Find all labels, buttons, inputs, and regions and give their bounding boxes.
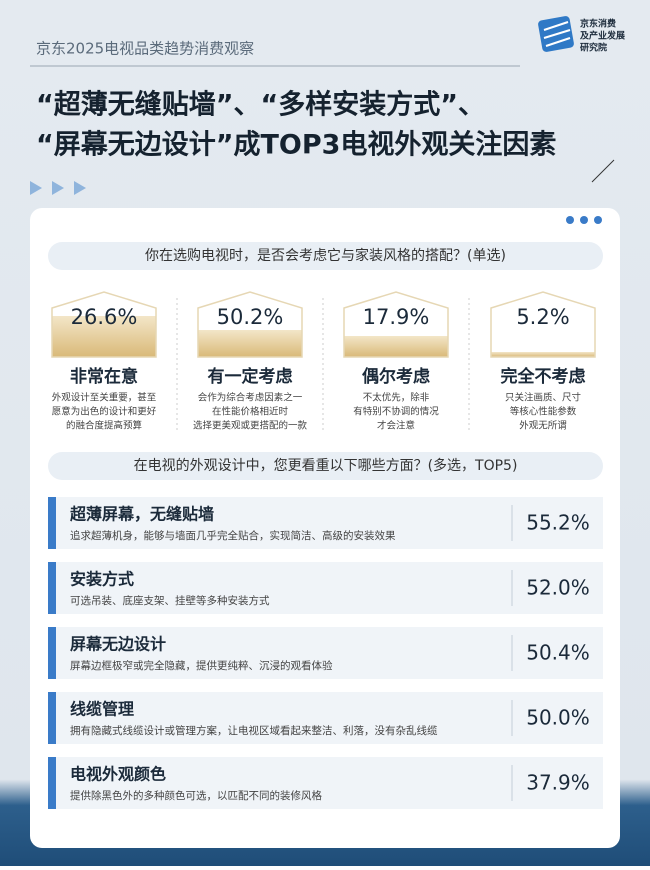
- item-box: [48, 692, 603, 744]
- item-value: 55.2%: [526, 511, 590, 535]
- item-desc: 提供除黑色外的多种颜色可选，以匹配不同的装修风格: [70, 789, 322, 802]
- option-label: 完全不考虑: [501, 366, 586, 387]
- logo-text: 研究院: [580, 42, 607, 54]
- item-value: 50.4%: [526, 641, 590, 665]
- item-title: 电视外观颜色: [70, 765, 166, 784]
- dots-deco: [566, 216, 602, 224]
- option-desc: 有特别不协调的情况: [353, 406, 439, 418]
- logo-text: 及产业发展: [580, 30, 625, 42]
- question: 你在选购电视时，是否会考虑它与家装风格的搭配？(单选): [145, 247, 506, 264]
- option-desc: 在性能价格相近时: [212, 406, 289, 418]
- item-accent: [48, 627, 56, 679]
- option-desc: 不太优先，除非: [363, 392, 430, 404]
- item-accent: [48, 497, 56, 549]
- option-desc: 会作为综合考虑因素之一: [198, 392, 303, 404]
- option-desc: 的融合度提高预算: [66, 420, 142, 432]
- item-title: 屏幕无边设计: [70, 635, 166, 654]
- item-accent: [48, 562, 56, 614]
- option-desc: 外观无所谓: [519, 420, 567, 432]
- house-fill: [52, 316, 156, 357]
- item-box: [48, 497, 603, 549]
- option-label: 偶尔考虑: [362, 366, 430, 387]
- item-value: 50.0%: [526, 706, 590, 730]
- house-outline: [490, 291, 596, 358]
- option-desc: 选择更美观或更搭配的一款: [193, 420, 308, 432]
- house-fill: [198, 330, 302, 357]
- house-fill: [491, 352, 595, 357]
- item-desc: 屏幕边框极窄或完全隐藏，提供更纯粹、沉浸的观看体验: [70, 659, 333, 672]
- option-desc: 才会注意: [377, 420, 415, 432]
- item-accent: [48, 757, 56, 809]
- content: 你在选购电视时，是否会考虑它与家装风格的搭配？(单选) 26.6% 非常在意外观设计…: [48, 242, 603, 809]
- option-desc: 外观设计至关重要，甚至: [52, 392, 157, 404]
- option-label: 有一定考虑: [208, 366, 293, 387]
- item-desc: 拥有隐藏式线缆设计或管理方案，让电视区域看起来整洁、利落，没有杂乱线缆: [70, 724, 438, 737]
- title-line: “屏幕无边设计”成TOP3电视外观关注因素: [36, 129, 556, 161]
- item-desc: 追求超薄机身，能够与墙面几乎完全贴合，实现简洁、高级的安装效果: [70, 529, 396, 542]
- logo-icon: [538, 16, 574, 52]
- arrow-deco: [591, 159, 615, 183]
- item-box: [48, 627, 603, 679]
- item-desc: 可选吊装、底座支架、挂壁等多种安装方式: [70, 594, 270, 607]
- option-desc: 等核心性能参数: [510, 406, 577, 418]
- triangles-deco: [30, 181, 86, 195]
- question: 在电视的外观设计中，您更看重以下哪些方面？(多选，TOP5): [134, 457, 518, 474]
- house-outline: [343, 291, 449, 358]
- option-desc: 愿意为出色的设计和更好: [52, 406, 157, 418]
- question-box: [48, 452, 603, 480]
- logo-text: 京东消费: [580, 18, 616, 30]
- title-line: “超薄无缝贴墙”、“多样安装方式”、: [36, 89, 485, 121]
- option-value: 50.2%: [217, 305, 284, 329]
- house-outline: [197, 291, 303, 358]
- item-value: 37.9%: [526, 771, 590, 795]
- question-box: [48, 242, 603, 270]
- option-value: 26.6%: [71, 305, 138, 329]
- item-title: 线缆管理: [70, 700, 134, 719]
- item-accent: [48, 692, 56, 744]
- item-box: [48, 757, 603, 809]
- item-title: 超薄屏幕，无缝贴墙: [69, 505, 214, 524]
- house-fill: [344, 336, 448, 357]
- item-title: 安装方式: [70, 570, 134, 589]
- option-label: 非常在意: [70, 366, 138, 387]
- item-box: [48, 562, 603, 614]
- option-desc: 只关注画质、尺寸: [505, 392, 582, 404]
- house-outline: [51, 291, 157, 358]
- subtitle: 京东2025电视品类趋势消费观察: [36, 40, 254, 58]
- item-value: 52.0%: [526, 576, 590, 600]
- option-value: 17.9%: [363, 305, 430, 329]
- option-value: 5.2%: [516, 305, 569, 329]
